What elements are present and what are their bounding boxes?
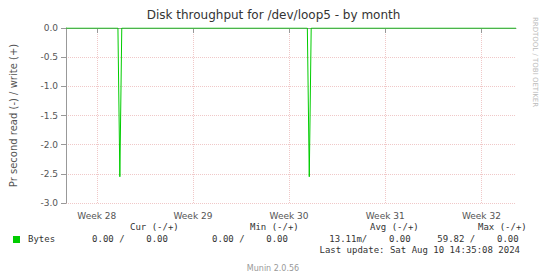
svg-text:0.00 / 0.00: 0.00 / 0.00 <box>212 234 288 244</box>
svg-text:Week 29: Week 29 <box>173 211 212 221</box>
svg-text:Week 28: Week 28 <box>77 211 116 221</box>
svg-text:-2.0: -2.0 <box>40 140 58 150</box>
svg-text:-2.5: -2.5 <box>40 169 58 179</box>
svg-text:Min (-/+): Min (-/+) <box>250 222 299 232</box>
svg-text:13.11m/ 0.00: 13.11m/ 0.00 <box>329 234 410 244</box>
svg-text:-1.5: -1.5 <box>40 111 58 121</box>
svg-text:-0.5: -0.5 <box>40 52 58 62</box>
svg-text:Last update: Sat Aug 10 14:35:: Last update: Sat Aug 10 14:35:08 2024 <box>320 245 520 255</box>
svg-text:Week 32: Week 32 <box>462 211 501 221</box>
svg-text:59.82 / 0.00: 59.82 / 0.00 <box>437 234 518 244</box>
svg-text:Week 31: Week 31 <box>366 211 405 221</box>
svg-text:Munin 2.0.56: Munin 2.0.56 <box>247 264 299 273</box>
svg-text:Avg (-/+): Avg (-/+) <box>370 222 419 232</box>
svg-text:Max (-/+): Max (-/+) <box>478 222 527 232</box>
svg-text:Pr second read (-) / write (+): Pr second read (-) / write (+) <box>8 44 19 187</box>
svg-text:Cur (-/+): Cur (-/+) <box>130 222 179 232</box>
svg-text:0.0: 0.0 <box>44 23 59 33</box>
svg-text:-3.0: -3.0 <box>40 198 58 208</box>
svg-text:RRDTOOL / TOBI OETIKER: RRDTOOL / TOBI OETIKER <box>531 17 539 107</box>
svg-text:Week 30: Week 30 <box>270 211 309 221</box>
svg-text:0.00 / 0.00: 0.00 / 0.00 <box>92 234 168 244</box>
svg-text:Bytes: Bytes <box>28 234 55 244</box>
svg-text:Disk throughput for /dev/loop5: Disk throughput for /dev/loop5 - by mont… <box>147 8 401 22</box>
svg-text:-1.0: -1.0 <box>40 81 58 91</box>
